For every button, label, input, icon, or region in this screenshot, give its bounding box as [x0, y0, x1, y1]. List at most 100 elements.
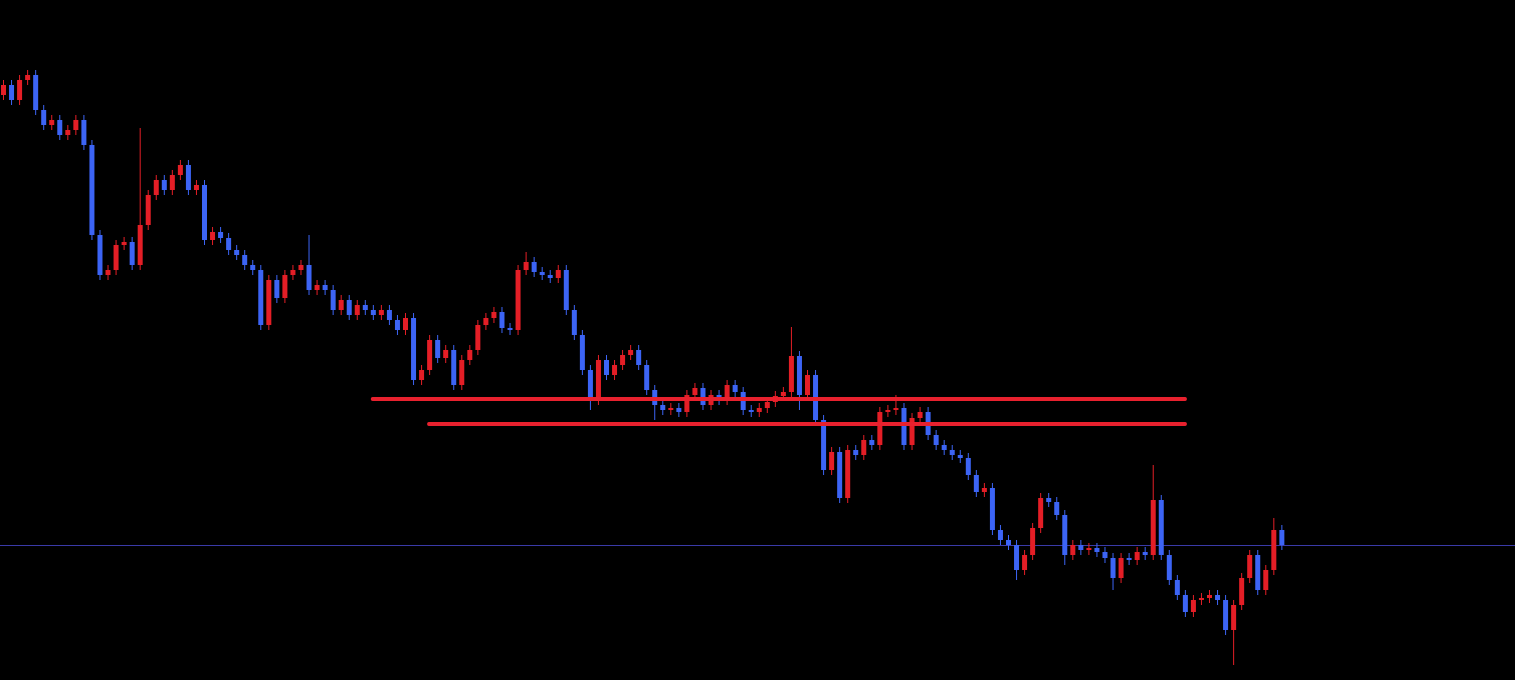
candle-body — [169, 175, 175, 190]
candle-body — [129, 242, 135, 265]
candle-body — [1086, 548, 1092, 550]
candle-body — [57, 120, 63, 135]
candle-body — [161, 180, 167, 190]
candle-body — [628, 350, 634, 355]
candle-body — [660, 405, 666, 410]
candle-body — [1006, 540, 1011, 545]
candle-body — [1247, 555, 1253, 578]
candle-body — [258, 270, 264, 325]
candle-body — [193, 185, 199, 190]
candle-body — [1166, 555, 1172, 580]
candle-body — [531, 262, 537, 272]
candle-body — [1126, 558, 1132, 560]
candle-body — [49, 120, 55, 125]
candle-body — [1150, 500, 1156, 555]
candle-body — [523, 262, 529, 270]
candle-body — [901, 408, 907, 445]
candle-body — [1102, 552, 1108, 558]
candle-body — [475, 325, 481, 350]
candle-body — [1142, 552, 1148, 555]
candle-body — [821, 420, 827, 470]
candle-body — [957, 455, 963, 458]
candle-body — [65, 130, 71, 135]
candle-body — [539, 272, 545, 275]
candle-body — [829, 452, 835, 470]
candle-body — [788, 356, 794, 392]
candle-body — [692, 388, 698, 395]
candle-body — [1014, 545, 1020, 570]
candle-body — [587, 370, 593, 400]
candle-body — [298, 265, 304, 270]
candle-body — [89, 145, 95, 235]
candle-body — [1094, 548, 1100, 552]
candle-body — [73, 120, 79, 130]
candle-body — [555, 270, 561, 278]
candle-body — [467, 350, 473, 360]
candle-body — [620, 355, 626, 365]
candle-body — [1038, 498, 1044, 528]
candle-body — [1263, 570, 1269, 590]
candle-body — [177, 165, 183, 175]
candle-body — [266, 280, 272, 325]
candle-body — [764, 402, 770, 408]
candle-body — [909, 418, 915, 445]
candle-body — [965, 458, 971, 475]
candle-body — [242, 255, 248, 265]
candle-body — [644, 365, 650, 390]
candle-body — [218, 232, 224, 238]
candle-body — [981, 488, 987, 492]
candle-body — [1255, 555, 1261, 590]
candle-body — [411, 318, 417, 380]
candle-body — [451, 350, 457, 385]
candle-body — [33, 75, 39, 110]
candle-body — [1022, 555, 1028, 570]
candle-body — [571, 310, 577, 335]
candle-body — [547, 275, 553, 278]
candle-body — [250, 265, 256, 270]
candle-body — [997, 530, 1003, 540]
candle-body — [362, 305, 368, 310]
candle-body — [1030, 528, 1036, 555]
candle-body — [354, 305, 360, 315]
candle-body — [893, 408, 899, 410]
candle-body — [515, 270, 521, 330]
candle-body — [370, 310, 376, 315]
candle-body — [989, 488, 995, 530]
candle-body — [837, 452, 843, 498]
candle-body — [1174, 580, 1180, 595]
candle-body — [853, 450, 859, 455]
candle-body — [330, 290, 336, 310]
candle-body — [435, 340, 441, 358]
candle-body — [684, 395, 690, 412]
candle-body — [322, 285, 328, 290]
candle-body — [780, 392, 786, 396]
candle-body — [9, 85, 15, 100]
candle-body — [346, 300, 352, 315]
candle-body — [885, 410, 891, 412]
candle-body — [917, 412, 923, 418]
candle-body — [1070, 545, 1076, 555]
candle-body — [973, 475, 979, 492]
candle-body — [845, 450, 851, 498]
candle-body — [1046, 498, 1052, 502]
candle-body — [748, 410, 754, 412]
candle-body — [394, 320, 400, 330]
candle-body — [949, 450, 955, 455]
candle-body — [1215, 595, 1221, 600]
candle-body — [1190, 600, 1196, 612]
candle-body — [805, 375, 810, 395]
candle-body — [604, 360, 609, 375]
candle-body — [1223, 600, 1229, 630]
candle-body — [595, 360, 601, 400]
candle-body — [861, 440, 867, 455]
candle-body — [153, 180, 159, 195]
candle-body — [202, 185, 207, 240]
candle-body — [97, 235, 103, 275]
candle-body — [17, 80, 23, 100]
candle-body — [796, 356, 802, 395]
candle-body — [579, 335, 585, 370]
candle-body — [732, 385, 738, 392]
candle-body — [290, 270, 296, 275]
candle-body — [491, 312, 497, 318]
